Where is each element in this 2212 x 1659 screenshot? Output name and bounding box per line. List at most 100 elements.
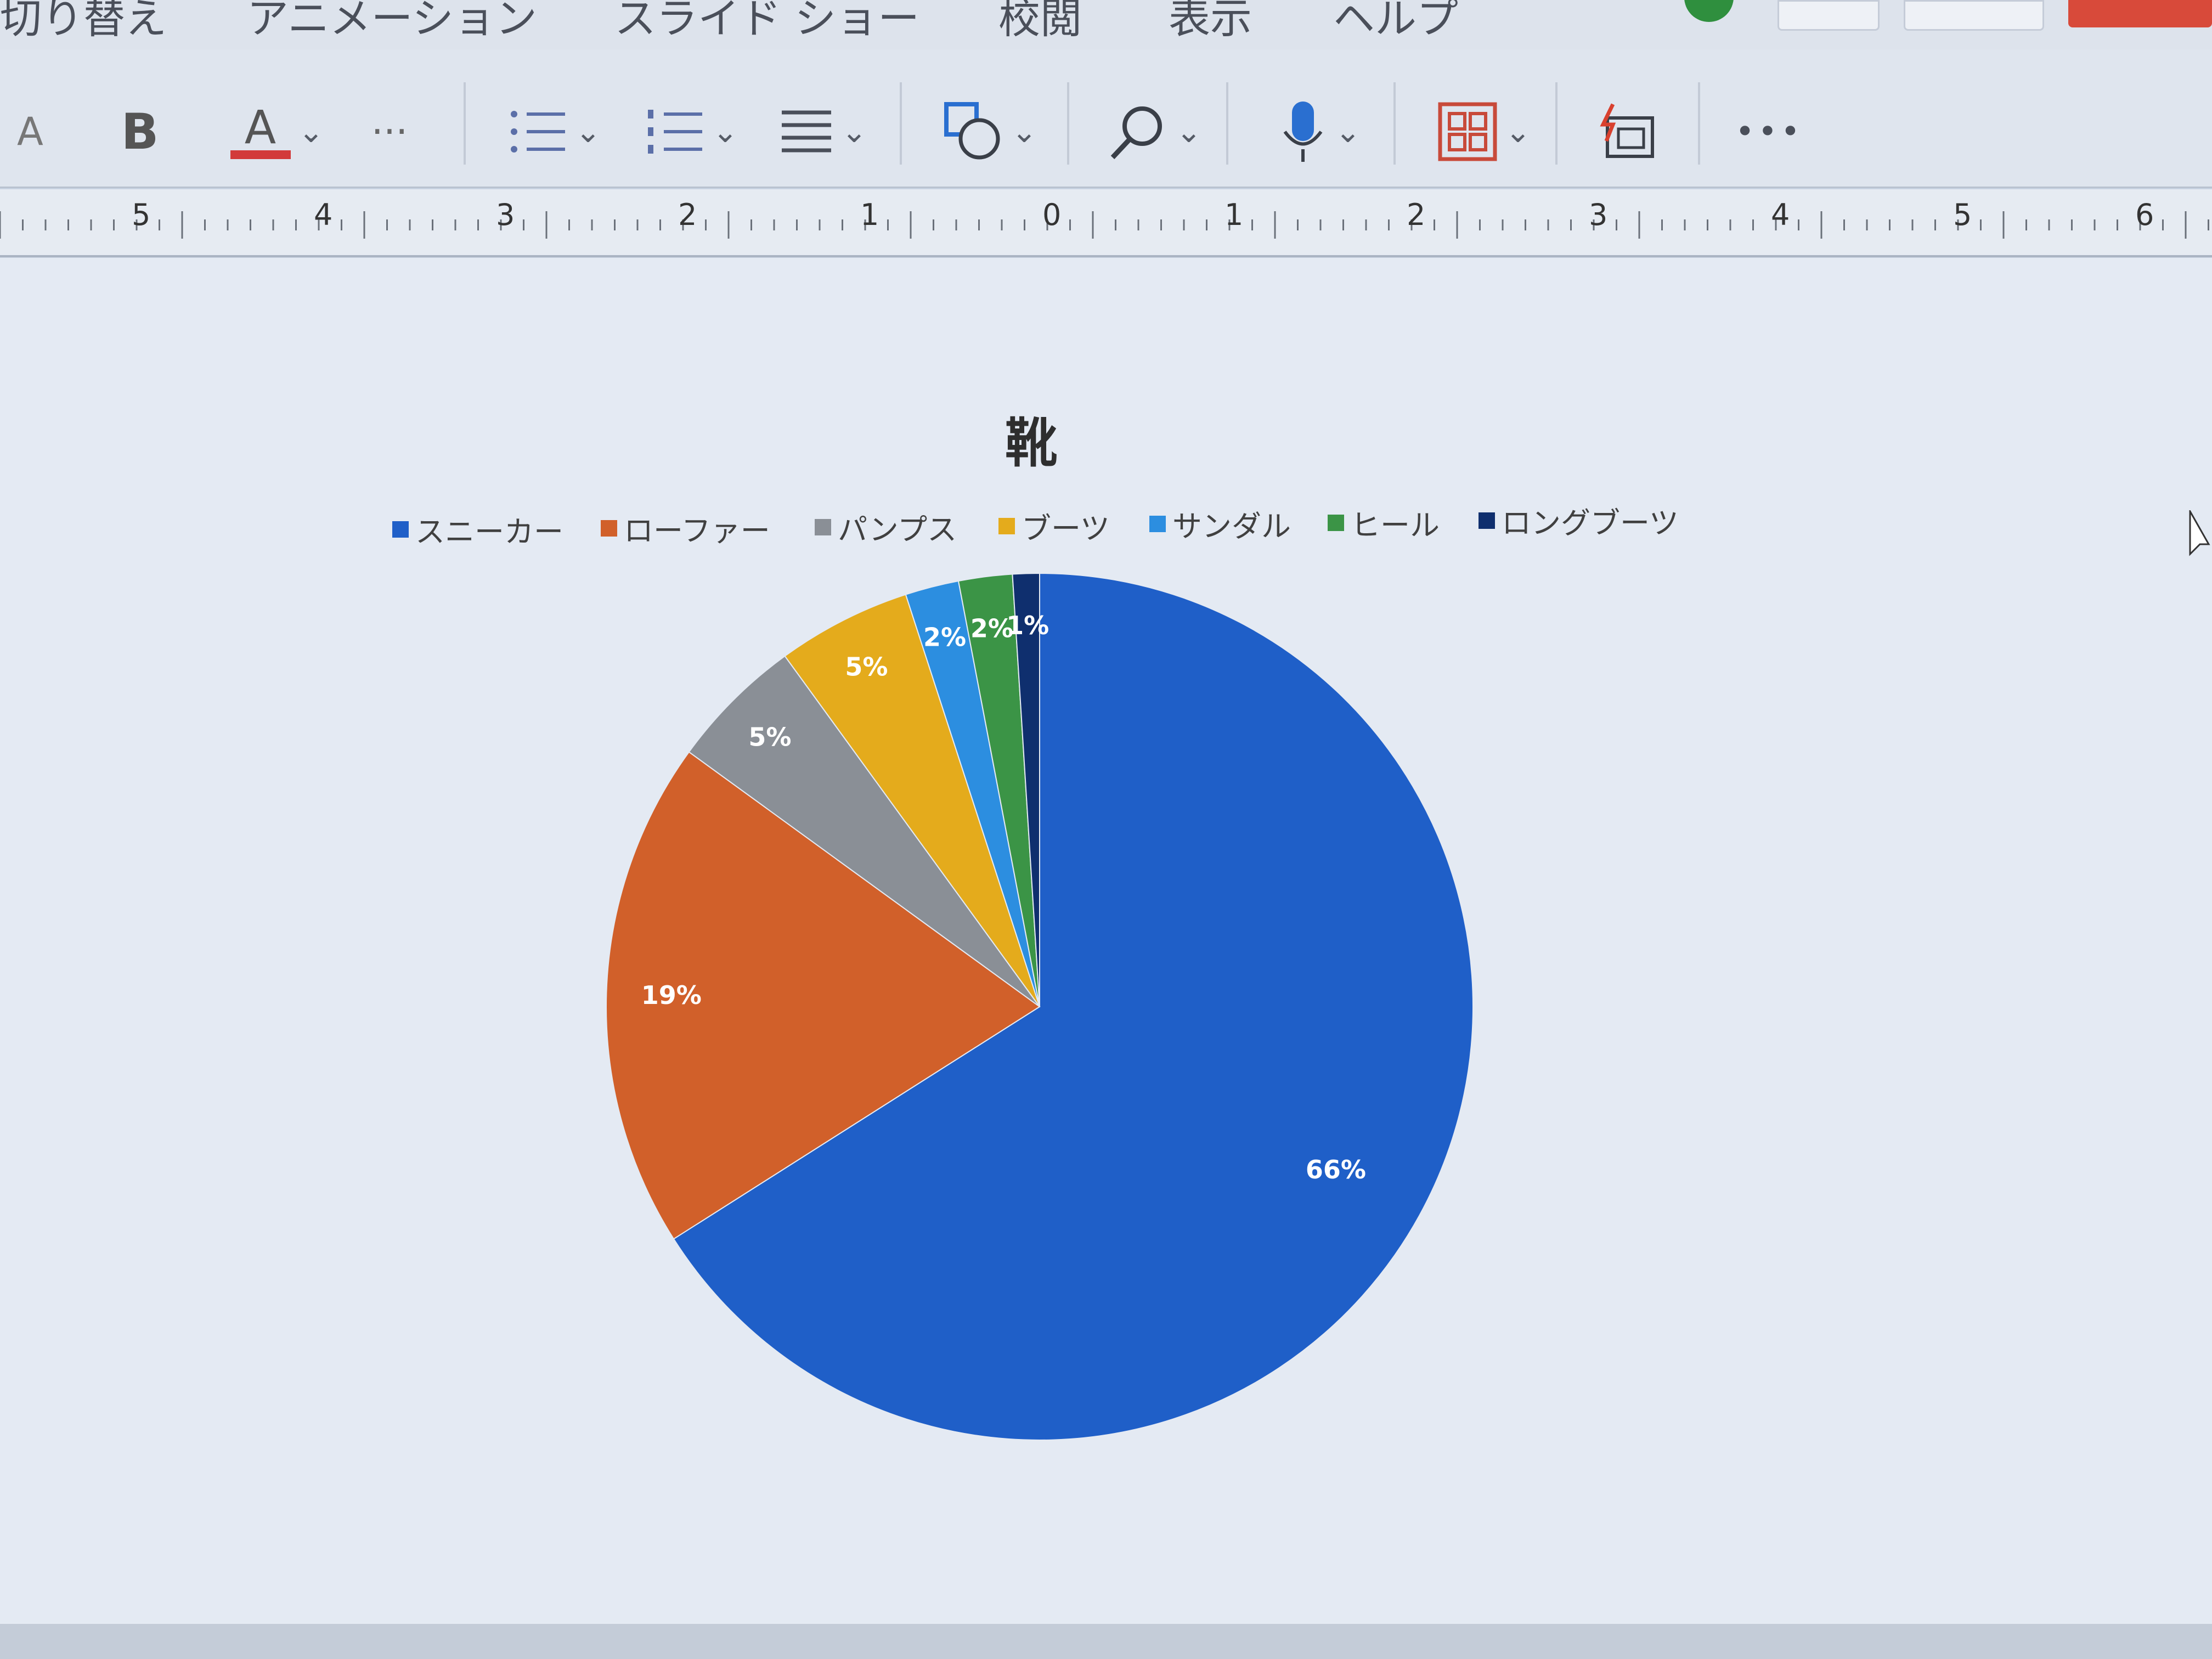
legend-label: パンプス (838, 512, 957, 547)
toolbar-separator (1555, 82, 1558, 165)
dictate-button[interactable]: ⌄ (1262, 93, 1377, 170)
numbered-list-icon (647, 110, 702, 154)
numbering-button[interactable]: ⌄ (636, 93, 746, 170)
ruler-label: 0 (1042, 198, 1062, 232)
legend-item-sandals: サンダル (1149, 502, 1291, 545)
tab-review[interactable]: 校閲 (998, 0, 1082, 43)
more-icon: ··· (371, 109, 408, 154)
chevron-down-icon: ⌄ (1011, 114, 1037, 150)
slice-pumps[interactable] (688, 655, 1040, 1007)
tab-slideshow[interactable]: スライド ショー (614, 0, 920, 43)
bullets-button[interactable]: ⌄ (499, 93, 609, 170)
ruler-label: 3 (496, 198, 515, 232)
chevron-down-icon: ⌄ (298, 114, 324, 150)
more-icon: ••• (1735, 112, 1804, 151)
tab-help[interactable]: ヘルプ (1333, 0, 1458, 43)
legend-item-loafers: ローファー (601, 506, 770, 550)
align-icon (781, 110, 831, 153)
horizontal-ruler[interactable] (0, 189, 2212, 257)
ruler-label: 1 (860, 198, 879, 232)
slice-long-boots[interactable] (1012, 572, 1040, 1007)
legend-label: サンダル (1172, 509, 1291, 544)
legend-swatch (815, 518, 831, 535)
chevron-down-icon: ⌄ (712, 114, 738, 150)
more-font-options-button[interactable]: ··· (351, 93, 428, 170)
ruler-label: 5 (1953, 198, 1972, 232)
data-label: 5% (845, 652, 888, 682)
comments-button[interactable] (1778, 0, 1880, 31)
data-label: 1% (1006, 611, 1049, 640)
toolbar-separator (464, 82, 466, 165)
bold-button[interactable]: B (115, 93, 165, 170)
ruler-label: 3 (1589, 198, 1608, 232)
chevron-down-icon: ⌄ (1505, 114, 1531, 150)
ruler-label: 5 (132, 198, 151, 232)
bullet-list-icon (510, 111, 565, 153)
legend-swatch (601, 520, 617, 537)
find-button[interactable]: ⌄ (1097, 93, 1212, 170)
chevron-down-icon: ⌄ (575, 114, 601, 150)
ruler-label: 6 (2135, 198, 2154, 232)
grid-icon (1438, 102, 1497, 161)
share-button[interactable] (1904, 0, 2044, 31)
legend-label: ローファー (624, 514, 770, 548)
legend-item-sneakers: スニーカー (392, 507, 563, 551)
legend-swatch (1479, 512, 1495, 529)
ruler-label: 2 (1407, 198, 1426, 232)
ruler-ticks (0, 211, 2209, 239)
data-label: 2% (970, 613, 1013, 643)
toolbar-separator (900, 82, 902, 165)
chevron-down-icon: ⌄ (841, 114, 867, 150)
chevron-down-icon: ⌄ (1176, 114, 1202, 150)
chart-title[interactable]: 靴 (1005, 413, 1058, 474)
arrange-button[interactable]: ⌄ (1426, 93, 1542, 170)
shapes-icon (944, 102, 1000, 160)
legend-swatch (998, 517, 1015, 534)
data-label: 66% (1306, 1155, 1366, 1184)
data-label: 5% (748, 722, 791, 752)
ruler-label: 4 (314, 198, 333, 232)
legend-item-heels: ヒール (1328, 501, 1440, 544)
legend-swatch (1328, 514, 1344, 531)
ruler-label: 2 (678, 198, 697, 232)
legend-item-pumps: パンプス (815, 505, 957, 549)
more-options-button[interactable]: ••• (1728, 93, 1810, 170)
data-label: 19% (641, 980, 702, 1010)
designer-button[interactable] (1591, 93, 1662, 170)
toolbar-separator (1393, 82, 1396, 165)
font-size-icon: A (17, 109, 43, 154)
legend-item-boots: ブーツ (998, 504, 1110, 548)
bold-icon: B (121, 103, 159, 161)
slice-loafers[interactable] (606, 751, 1041, 1240)
microphone-icon (1283, 101, 1322, 162)
legend-item-long-boots: ロングブーツ (1479, 499, 1679, 542)
slice-boots[interactable] (784, 594, 1040, 1007)
ruler-label: 4 (1771, 198, 1790, 232)
align-button[interactable]: ⌄ (768, 93, 878, 170)
toolbar-separator (1067, 82, 1069, 165)
font-color-bar (230, 150, 291, 159)
toolbar (0, 49, 2212, 188)
legend-swatch (1149, 515, 1166, 532)
legend-label: スニーカー (415, 515, 563, 549)
legend-label: ヒール (1351, 508, 1440, 543)
chevron-down-icon: ⌄ (1335, 114, 1361, 150)
font-size-button[interactable]: A (5, 93, 55, 170)
legend-swatch (392, 521, 409, 538)
font-color-icon: A (230, 104, 291, 159)
toolbar-separator (1226, 82, 1228, 165)
ruler-label: 1 (1224, 198, 1244, 232)
record-button[interactable] (2068, 0, 2212, 27)
ribbon-tab-bar: 切り替え アニメーション スライド ショー 校閲 表示 ヘルプ (0, 0, 2212, 49)
chart-legend[interactable]: スニーカー ローファー パンプス ブーツ サンダル ヒール ロングブーツ (384, 496, 1701, 549)
slice-sneakers[interactable] (673, 572, 1474, 1441)
font-color-button[interactable]: A ⌄ (219, 93, 335, 170)
legend-label: ブーツ (1022, 511, 1110, 546)
shapes-button[interactable]: ⌄ (933, 93, 1048, 170)
tab-view[interactable]: 表示 (1169, 0, 1252, 43)
tab-animations[interactable]: アニメーション (247, 0, 537, 43)
designer-icon (1600, 103, 1654, 158)
tab-transitions[interactable]: 切り替え (0, 0, 167, 43)
slide-bottom-edge (0, 1624, 2212, 1659)
